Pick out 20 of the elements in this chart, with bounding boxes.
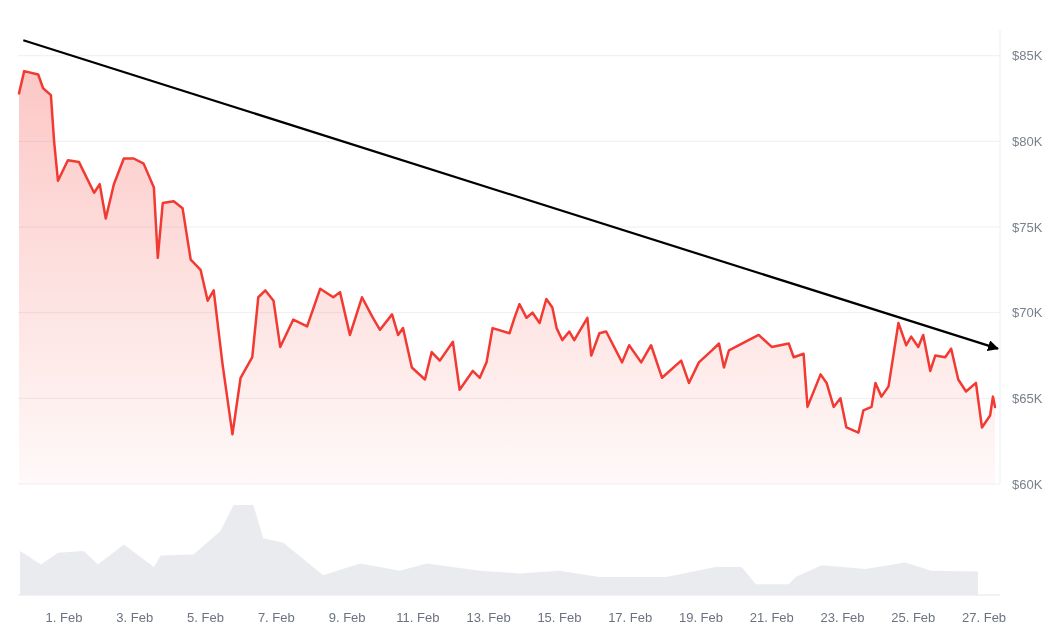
y-tick-label: $65K: [1012, 390, 1043, 406]
y-tick-label: $70K: [1012, 305, 1043, 321]
x-tick-label: 25. Feb: [891, 610, 936, 625]
y-tick-label: $60K: [1012, 476, 1043, 492]
x-tick-label: 11. Feb: [396, 610, 440, 625]
x-tick-label: 27. Feb: [962, 610, 1007, 625]
x-tick-label: 5. Feb: [187, 610, 224, 625]
x-tick-label: 17. Feb: [608, 610, 653, 625]
x-tick-label: 15. Feb: [537, 610, 582, 625]
x-tick-label: 13. Feb: [466, 610, 511, 625]
x-tick-label: 3. Feb: [116, 610, 154, 625]
y-tick-label: $75K: [1012, 219, 1043, 235]
x-tick-label: 7. Feb: [257, 610, 295, 625]
x-tick-label: 9. Feb: [328, 610, 366, 625]
x-tick-label: 1. Feb: [45, 610, 83, 625]
y-tick-label: $85K: [1012, 48, 1043, 64]
x-tick-label: 19. Feb: [678, 610, 724, 625]
x-tick-label: 23. Feb: [820, 610, 865, 625]
y-tick-label: $80K: [1012, 133, 1043, 149]
x-tick-label: 21. Feb: [749, 610, 794, 625]
